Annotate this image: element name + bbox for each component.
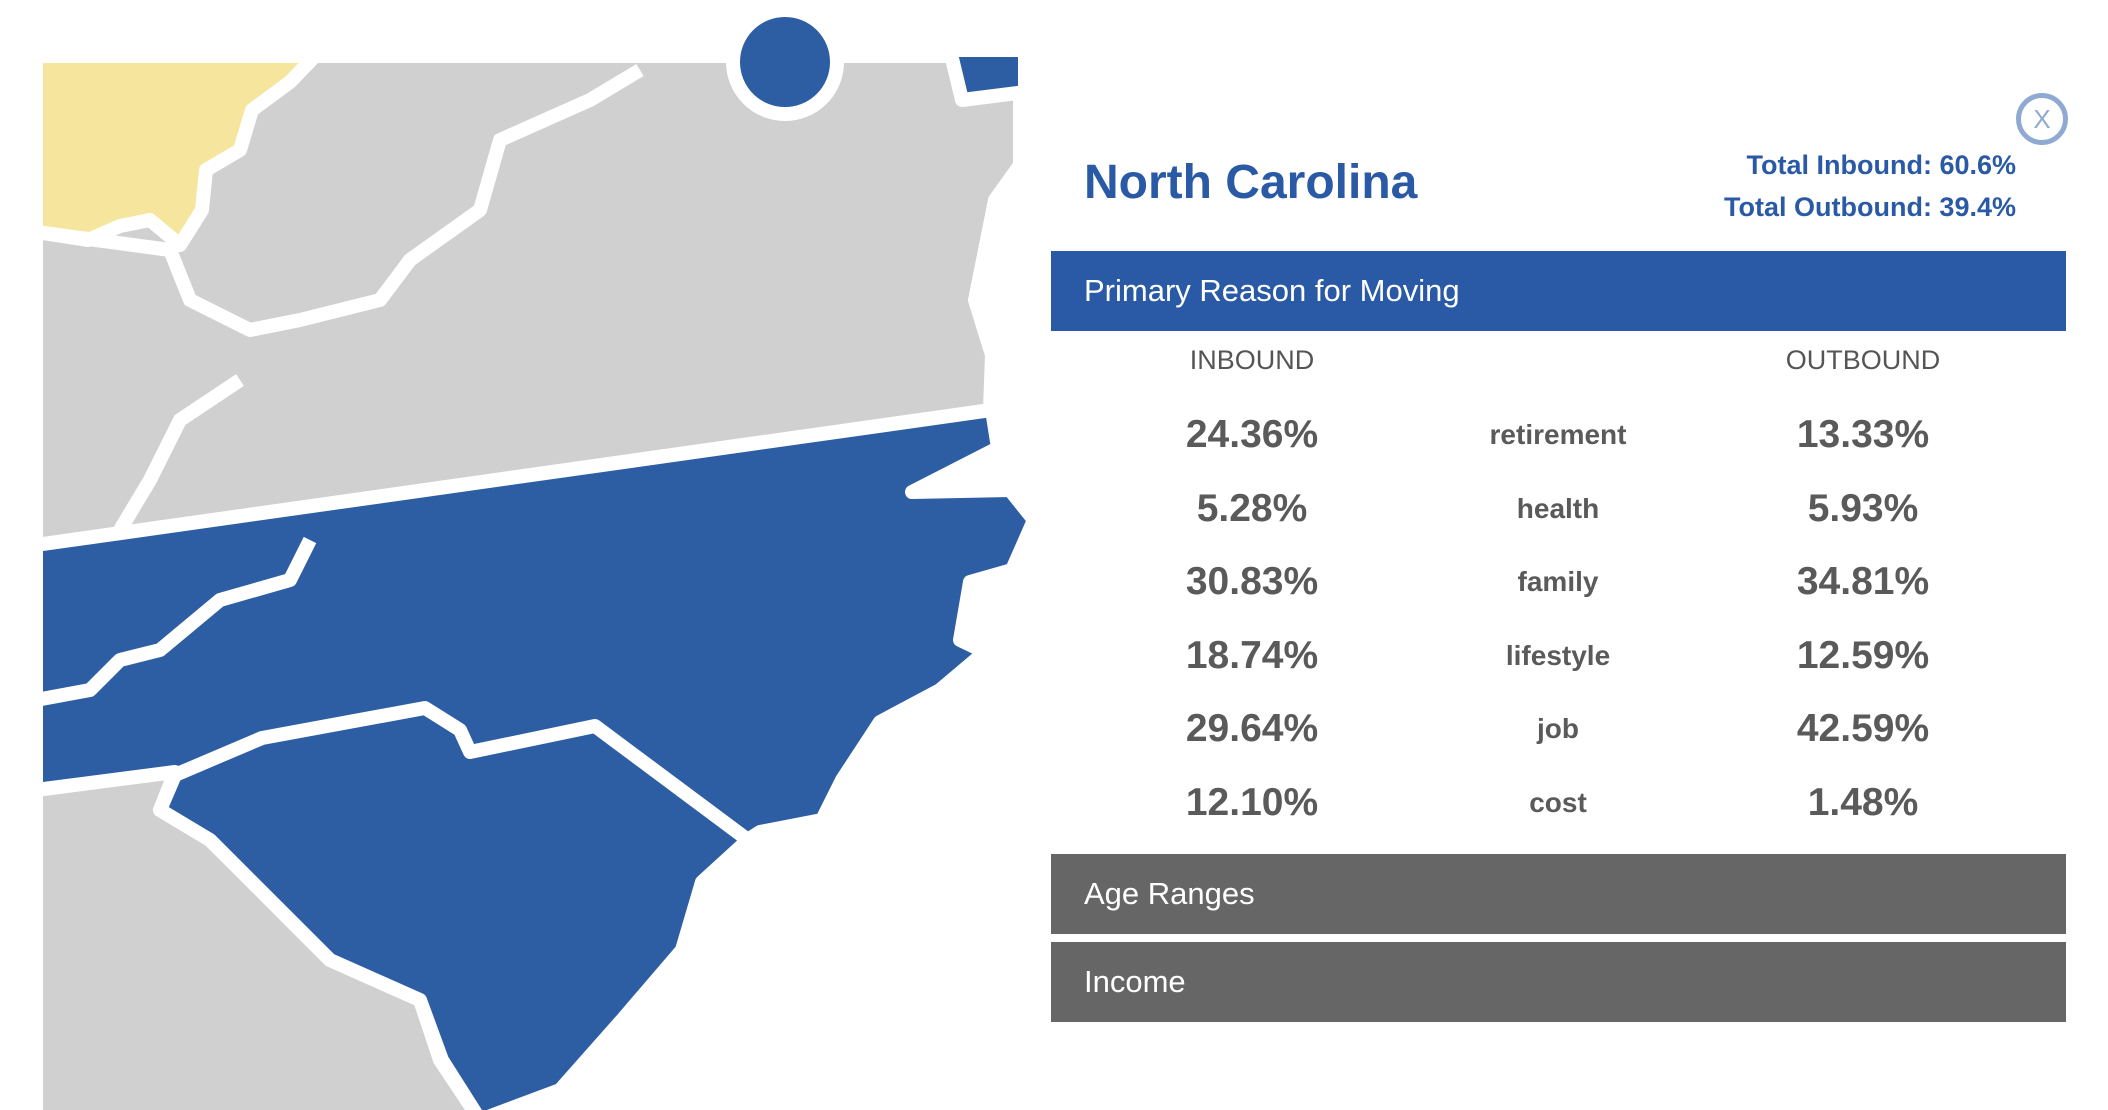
border: [35, 63, 644, 337]
state-blue-small: [726, 3, 844, 121]
state-title: North Carolina: [1084, 156, 1418, 209]
outbound-value: 5.93%: [1807, 486, 1919, 530]
inbound-value: 12.10%: [1185, 780, 1319, 824]
reason-label: health: [1516, 492, 1600, 524]
outbound-value: 13.33%: [1796, 413, 1930, 456]
border: [34, 536, 317, 707]
reason-label: lifestyle: [1505, 639, 1611, 671]
inbound-value: 18.74%: [1185, 633, 1319, 677]
outbound-value: 34.81%: [1796, 560, 1930, 603]
section-header[interactable]: Age Ranges: [1051, 854, 2066, 934]
inbound-value: 29.64%: [1185, 707, 1319, 750]
map: [29, 3, 1040, 1110]
total-inbound: Total Inbound: 60.6%: [1746, 150, 2017, 180]
inbound-value: 5.28%: [1196, 486, 1308, 530]
state-south-carolina: [153, 701, 755, 1110]
outbound-value: 42.59%: [1796, 707, 1930, 750]
outbound-value: 1.48%: [1807, 780, 1919, 824]
section-header[interactable]: Primary Reason for Moving: [1051, 251, 2066, 331]
column-header: INBOUND: [1189, 345, 1315, 375]
reason-label: job: [1537, 713, 1579, 744]
outbound-value: 12.59%: [1796, 633, 1930, 677]
inbound-value: 30.83%: [1185, 560, 1319, 603]
border: [113, 374, 244, 534]
reason-label: cost: [1529, 786, 1587, 818]
inbound-value: 24.36%: [1185, 413, 1319, 456]
reason-label: family: [1517, 566, 1599, 597]
total-outbound: Total Outbound: 39.4%: [1724, 192, 2016, 222]
close-button[interactable]: X: [2016, 93, 2068, 145]
section-header[interactable]: Income: [1051, 942, 2066, 1022]
column-header: OUTBOUND: [1785, 345, 1941, 375]
state-blue-corner: [943, 43, 1032, 107]
reason-label: retirement: [1489, 419, 1627, 450]
